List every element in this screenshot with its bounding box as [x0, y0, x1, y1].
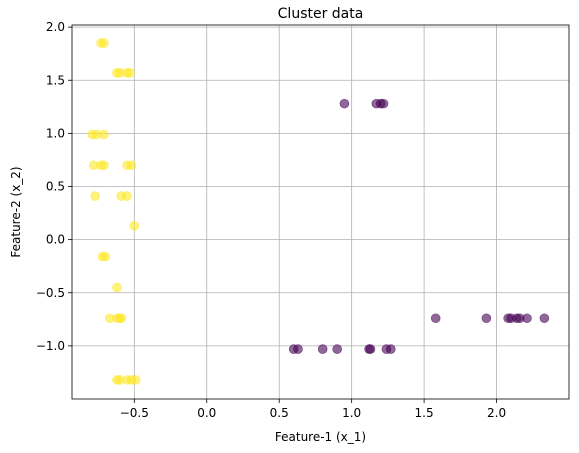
x-tick-label: 1.5 [415, 406, 434, 420]
scatter-point [332, 344, 342, 354]
y-tick-label: −1.0 [36, 339, 65, 353]
y-tick-label: 0.0 [46, 233, 65, 247]
scatter-point [90, 191, 100, 201]
plot-area-frame [71, 24, 570, 400]
x-axis-ticks: −0.5 0.0 0.5 1.0 1.5 2.0 [120, 399, 506, 420]
y-tick-label: 1.0 [46, 126, 65, 140]
scatter-point [125, 68, 135, 78]
scatter-point [385, 344, 396, 354]
scatter-point [100, 251, 111, 262]
scatter-point [130, 375, 141, 385]
scatter-point [293, 344, 303, 354]
scatter-point [378, 98, 389, 109]
y-axis-label: Feature-2 (x_2) [9, 166, 23, 257]
scatter-point [539, 313, 550, 324]
scatter-point [126, 160, 137, 171]
x-tick-label: 0.0 [197, 406, 216, 420]
scatter-point [112, 282, 122, 293]
y-tick-label: 0.5 [46, 180, 65, 194]
x-tick-label: −0.5 [120, 406, 149, 420]
y-tick-label: 1.5 [46, 73, 65, 87]
scatter-point [99, 160, 109, 171]
x-tick-label: 0.5 [270, 406, 289, 420]
scatter-point [522, 313, 532, 324]
scatter-point [481, 313, 492, 324]
scatter-point [365, 344, 376, 354]
y-axis-ticks: −1.0 −0.5 0.0 0.5 1.0 1.5 2.0 [36, 20, 72, 353]
grid-lines [72, 25, 569, 399]
x-tick-label: 2.0 [487, 406, 506, 420]
scatter-point [430, 313, 441, 324]
x-axis-label: Feature-1 (x_1) [275, 430, 366, 444]
scatter-point [122, 191, 132, 201]
scatter-point [116, 313, 127, 324]
data-points [87, 38, 550, 385]
y-tick-label: −0.5 [36, 286, 65, 300]
scatter-point [129, 221, 140, 231]
y-tick-label: 2.0 [46, 20, 65, 34]
x-tick-label: 1.0 [342, 406, 361, 420]
scatter-point [339, 98, 350, 109]
scatter-point [99, 129, 109, 140]
scatter-point [99, 38, 109, 48]
scatter-point [317, 344, 328, 354]
chart-title: Cluster data [278, 6, 364, 22]
